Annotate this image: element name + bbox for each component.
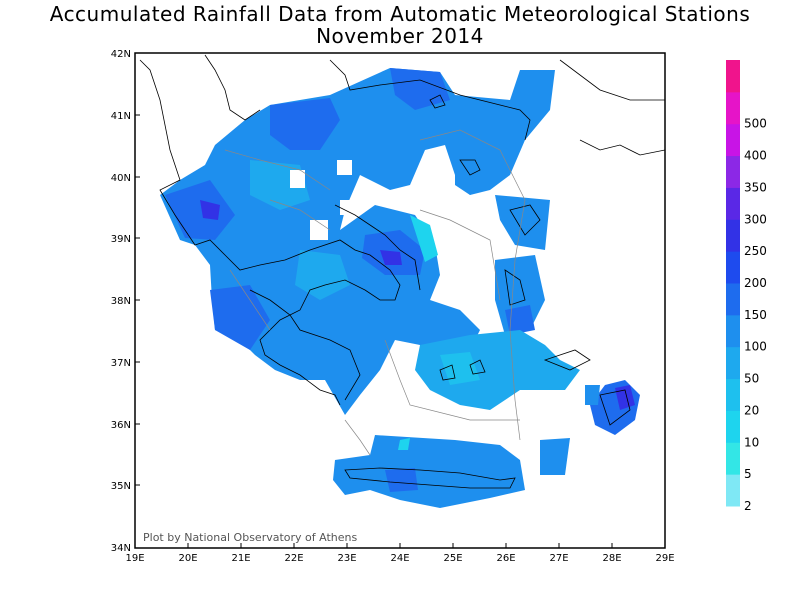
- colorbar: 2 5 10 20 50 100 150 200 250 300 350 400 500: [726, 60, 767, 513]
- colorbar-segment: [726, 60, 740, 93]
- lat-label: 37N: [111, 358, 131, 369]
- lon-label: 19E: [125, 553, 144, 564]
- colorbar-segment: [726, 123, 740, 157]
- colorbar-segment: [726, 474, 740, 507]
- colorbar-label: 250: [744, 244, 767, 258]
- lat-label: 36N: [111, 420, 131, 431]
- colorbar-segment: [726, 314, 740, 348]
- credit-text: Plot by National Observatory of Athens: [143, 531, 357, 544]
- lon-label: 28E: [602, 553, 621, 564]
- rainfall-field: [160, 68, 640, 508]
- map-subtitle: November 2014: [316, 24, 484, 48]
- colorbar-segment: [726, 442, 740, 475]
- colorbar-label: 350: [744, 180, 767, 194]
- lon-label: 27E: [549, 553, 568, 564]
- colorbar-segment: [726, 283, 740, 316]
- colorbar-segment: [726, 251, 740, 284]
- colorbar-label: 400: [744, 149, 767, 163]
- colorbar-segment: [726, 410, 740, 443]
- colorbar-label: 100: [744, 340, 767, 354]
- lon-label: 26E: [496, 553, 515, 564]
- colorbar-label: 300: [744, 212, 767, 226]
- lat-label: 34N: [111, 543, 131, 554]
- colorbar-label: 500: [744, 117, 767, 131]
- colorbar-segment: [726, 219, 740, 252]
- lon-label: 24E: [390, 553, 409, 564]
- colorbar-label: 10: [744, 435, 759, 449]
- longitude-axis: 19E 20E 21E 22E 23E 24E 25E 26E 27E 28E …: [125, 543, 675, 564]
- colorbar-segment: [726, 378, 740, 411]
- colorbar-label: 2: [744, 499, 752, 513]
- lat-label: 40N: [111, 173, 131, 184]
- lat-label: 38N: [111, 296, 131, 307]
- lat-label: 39N: [111, 234, 131, 245]
- colorbar-segment: [726, 346, 740, 380]
- colorbar-label: 50: [744, 372, 759, 386]
- colorbar-label: 200: [744, 276, 767, 290]
- colorbar-label: 20: [744, 403, 759, 417]
- lon-label: 23E: [337, 553, 356, 564]
- colorbar-segment: [726, 187, 740, 220]
- lon-label: 22E: [284, 553, 303, 564]
- lon-label: 29E: [655, 553, 674, 564]
- lat-label: 41N: [111, 111, 131, 122]
- colorbar-label: 5: [744, 467, 752, 481]
- lon-label: 25E: [443, 553, 462, 564]
- colorbar-label: 150: [744, 308, 767, 322]
- colorbar-segment: [726, 155, 740, 188]
- lat-label: 42N: [111, 49, 131, 60]
- lat-label: 35N: [111, 481, 131, 492]
- coastlines: [139, 54, 666, 489]
- latitude-axis: 42N 41N 40N 39N 38N 37N 36N 35N 34N: [111, 49, 140, 554]
- map-title: Accumulated Rainfall Data from Automatic…: [49, 2, 751, 26]
- lon-label: 20E: [178, 553, 197, 564]
- colorbar-segment: [726, 91, 740, 125]
- lon-label: 21E: [231, 553, 250, 564]
- admin-boundaries: [224, 129, 526, 456]
